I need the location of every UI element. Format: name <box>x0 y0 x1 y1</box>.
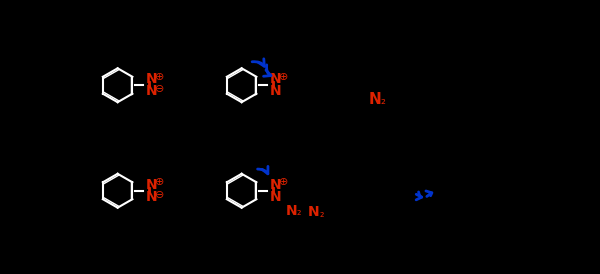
Text: ⊕: ⊕ <box>155 177 164 187</box>
Text: ⊕: ⊕ <box>279 72 288 82</box>
Text: ⊕: ⊕ <box>155 72 164 82</box>
Text: N: N <box>146 190 158 204</box>
Text: N: N <box>270 190 281 204</box>
Text: N: N <box>146 84 158 98</box>
Text: N: N <box>270 84 281 98</box>
Text: ⊖: ⊖ <box>155 190 164 199</box>
Text: N: N <box>308 205 320 219</box>
Text: N: N <box>270 72 281 86</box>
Text: ⊖: ⊖ <box>155 84 164 94</box>
Text: ⊕: ⊕ <box>279 177 288 187</box>
Text: N: N <box>286 204 297 218</box>
Text: ₂: ₂ <box>297 207 301 217</box>
Text: N: N <box>368 92 382 107</box>
Text: N: N <box>270 178 281 192</box>
Text: N: N <box>146 178 158 192</box>
Text: ₂: ₂ <box>319 209 324 219</box>
Text: N: N <box>146 72 158 86</box>
Text: ₂: ₂ <box>380 94 385 107</box>
